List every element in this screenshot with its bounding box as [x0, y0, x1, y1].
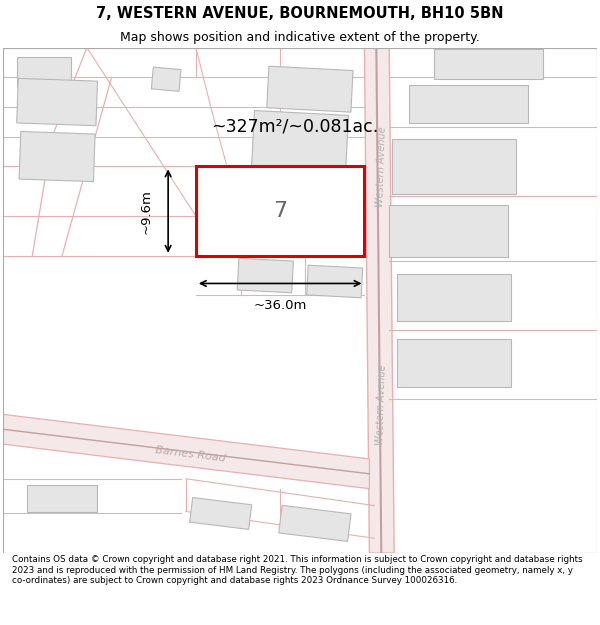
Text: ~9.6m: ~9.6m	[140, 189, 153, 234]
Bar	[28, 485, 97, 512]
Text: Western Avenue: Western Avenue	[375, 364, 388, 445]
Bar	[389, 205, 508, 257]
Bar	[151, 67, 181, 91]
Bar	[190, 498, 252, 529]
Bar	[392, 139, 515, 194]
Polygon shape	[364, 48, 394, 553]
Bar	[237, 258, 293, 292]
Text: 7, WESTERN AVENUE, BOURNEMOUTH, BH10 5BN: 7, WESTERN AVENUE, BOURNEMOUTH, BH10 5BN	[96, 6, 504, 21]
Text: Western Avenue: Western Avenue	[375, 126, 388, 207]
Text: 7: 7	[273, 201, 287, 221]
Bar	[279, 506, 351, 541]
Text: Barnes Road: Barnes Road	[155, 445, 227, 463]
Bar	[397, 274, 511, 321]
Text: Contains OS data © Crown copyright and database right 2021. This information is : Contains OS data © Crown copyright and d…	[12, 555, 583, 585]
Bar	[196, 166, 364, 256]
Text: ~36.0m: ~36.0m	[253, 299, 307, 312]
Bar	[259, 180, 351, 232]
Text: Map shows position and indicative extent of the property.: Map shows position and indicative extent…	[120, 31, 480, 44]
Bar	[397, 339, 511, 387]
Bar	[17, 58, 71, 87]
Bar	[19, 131, 95, 182]
Bar	[17, 78, 98, 126]
Bar	[267, 66, 353, 112]
Text: ~327m²/~0.081ac.: ~327m²/~0.081ac.	[211, 118, 379, 136]
Bar	[251, 111, 349, 173]
Bar	[434, 49, 543, 79]
Polygon shape	[2, 414, 370, 489]
Bar	[307, 265, 363, 298]
Bar	[409, 85, 528, 123]
